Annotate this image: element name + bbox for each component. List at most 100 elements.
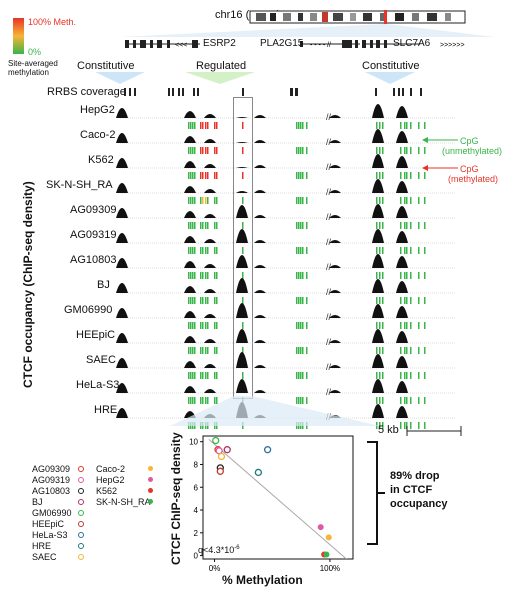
legend-marker	[78, 477, 84, 483]
y-tick-label: 6	[194, 483, 199, 492]
stat-label: q<4.3*10-6	[198, 545, 240, 555]
svg-text:- - - - //: - - - - //	[310, 42, 331, 49]
legend-entry: GM06990	[32, 508, 84, 518]
legend-top-label: 100% Meth.	[28, 17, 77, 27]
signal-track-row: //	[116, 229, 455, 254]
x-tick-label: 0%	[209, 564, 221, 573]
point-caco-2	[325, 534, 332, 541]
legend-entry: BJ	[32, 497, 84, 507]
legend-marker	[148, 477, 153, 482]
svg-text://: //	[326, 387, 332, 397]
legend-bottom-label: 0%	[28, 47, 42, 57]
y-tick-label: 8	[194, 460, 199, 469]
cell-line-label: HRE	[94, 404, 118, 416]
signal-track-row: //	[116, 179, 455, 204]
legend-marker	[78, 521, 84, 527]
legend-entry-label: AG10803	[32, 486, 71, 496]
signal-track-row: //	[116, 379, 455, 404]
drop-bracket	[367, 441, 385, 545]
legend-caption-1: Site-averaged	[8, 59, 58, 68]
signal-track-row: //	[116, 154, 455, 179]
svg-text://: //	[326, 237, 332, 247]
drop-text-1: 89% drop	[390, 470, 440, 482]
cpg-unmeth-label-2: (unmethylated)	[442, 146, 503, 156]
legend-entry-label: AG09309	[32, 464, 71, 474]
signal-track-row: //	[116, 278, 455, 304]
signal-track-row: //	[116, 129, 455, 154]
cell-line-label: K562	[88, 154, 114, 166]
signal-track-row: //	[116, 352, 455, 379]
legend-marker	[148, 466, 153, 471]
rrbs-label: RRBS coverage	[47, 86, 126, 98]
chromosome-ideogram	[249, 10, 466, 24]
y-tick-label: 4	[194, 506, 199, 515]
legend-marker	[148, 488, 153, 493]
rrbs-coverage-track	[124, 88, 422, 96]
legend-marker	[78, 554, 84, 560]
signal-track-row: //	[116, 329, 455, 354]
gene-slc7a6: SLC7A6	[393, 38, 431, 49]
legend-entry: HEEpiC	[32, 519, 84, 529]
legend-entry: HeLa-S3	[32, 530, 84, 540]
legend-entry: AG09319	[32, 475, 84, 485]
chip-seq-signal-tracks: //////////////////////////	[116, 104, 455, 429]
legend-entry-label: SAEC	[32, 552, 57, 562]
zoom-wedge	[120, 24, 495, 37]
y-tick-label: 2	[194, 529, 199, 538]
legend-entry-label: Caco-2	[96, 464, 126, 474]
annotation-arrows	[422, 137, 458, 171]
drop-text-2: in CTCF	[390, 484, 433, 496]
svg-text://: //	[326, 162, 332, 172]
legend-entry: SK-N-SH_RA	[96, 497, 153, 507]
legend-entry: HepG2	[96, 475, 153, 485]
signal-track-row: //	[116, 204, 455, 229]
cell-line-label: GM06990	[64, 304, 113, 316]
legend-entry: HRE	[32, 541, 84, 551]
methylation-gradient	[13, 18, 24, 54]
legend-marker	[78, 543, 84, 549]
svg-text://: //	[326, 362, 332, 372]
svg-text:<<<: <<<	[175, 42, 187, 49]
svg-text://: //	[326, 212, 332, 222]
gene-track: <<< - - - - // >>>>>>	[125, 40, 465, 49]
y-tick-label: 0	[194, 552, 199, 561]
point-bj	[223, 446, 231, 454]
legend-entry-label: SK-N-SH_RA	[96, 497, 151, 507]
legend-entry-label: AG09319	[32, 475, 71, 485]
point-sk-n-sh_ra	[323, 551, 330, 558]
legend-marker	[148, 499, 153, 504]
region-regulated: Regulated	[196, 60, 247, 72]
y-tick-label: 10	[189, 438, 198, 447]
legend-entry-label: HEEpiC	[32, 519, 65, 529]
signal-track-row: //	[116, 303, 455, 329]
point-heepic	[216, 467, 224, 475]
cell-line-label: SK-N-SH_RA	[46, 179, 113, 191]
cell-line-label: HEEpiC	[76, 329, 116, 341]
signal-track-row: //	[116, 104, 455, 129]
legend-marker	[78, 499, 84, 505]
signal-track-row: //	[116, 254, 455, 279]
legend-entry-label: HeLa-S3	[32, 530, 68, 540]
svg-text://: //	[326, 262, 332, 272]
genome-header: <<< - - - - // >>>>>>	[120, 10, 495, 49]
point-hre	[254, 468, 263, 477]
legend-entry-label: BJ	[32, 497, 43, 507]
legend-entry: SAEC	[32, 552, 84, 562]
legend-entry-label: GM06990	[32, 508, 72, 518]
region-constitutive-left: Constitutive	[77, 60, 135, 72]
drop-text-3: occupancy	[390, 498, 448, 510]
gene-pla2g15: PLA2G15	[260, 38, 304, 49]
cell-line-label: BJ	[97, 279, 110, 291]
legend-entry: AG09309	[32, 464, 84, 474]
point-hepg2	[317, 524, 324, 531]
cpg-meth-label-2: (methylated)	[448, 174, 499, 184]
svg-text://: //	[326, 187, 332, 197]
cell-line-label: AG09309	[70, 204, 117, 216]
scatter-x-label: % Methylation	[222, 573, 303, 587]
cpg-unmeth-label-1: CpG	[460, 136, 479, 146]
cell-line-label: SAEC	[86, 354, 116, 366]
legend-entry-label: K562	[96, 486, 118, 496]
svg-text://: //	[326, 112, 332, 122]
point-hela-s3	[263, 446, 272, 454]
legend-caption-2: methylation	[8, 68, 49, 77]
